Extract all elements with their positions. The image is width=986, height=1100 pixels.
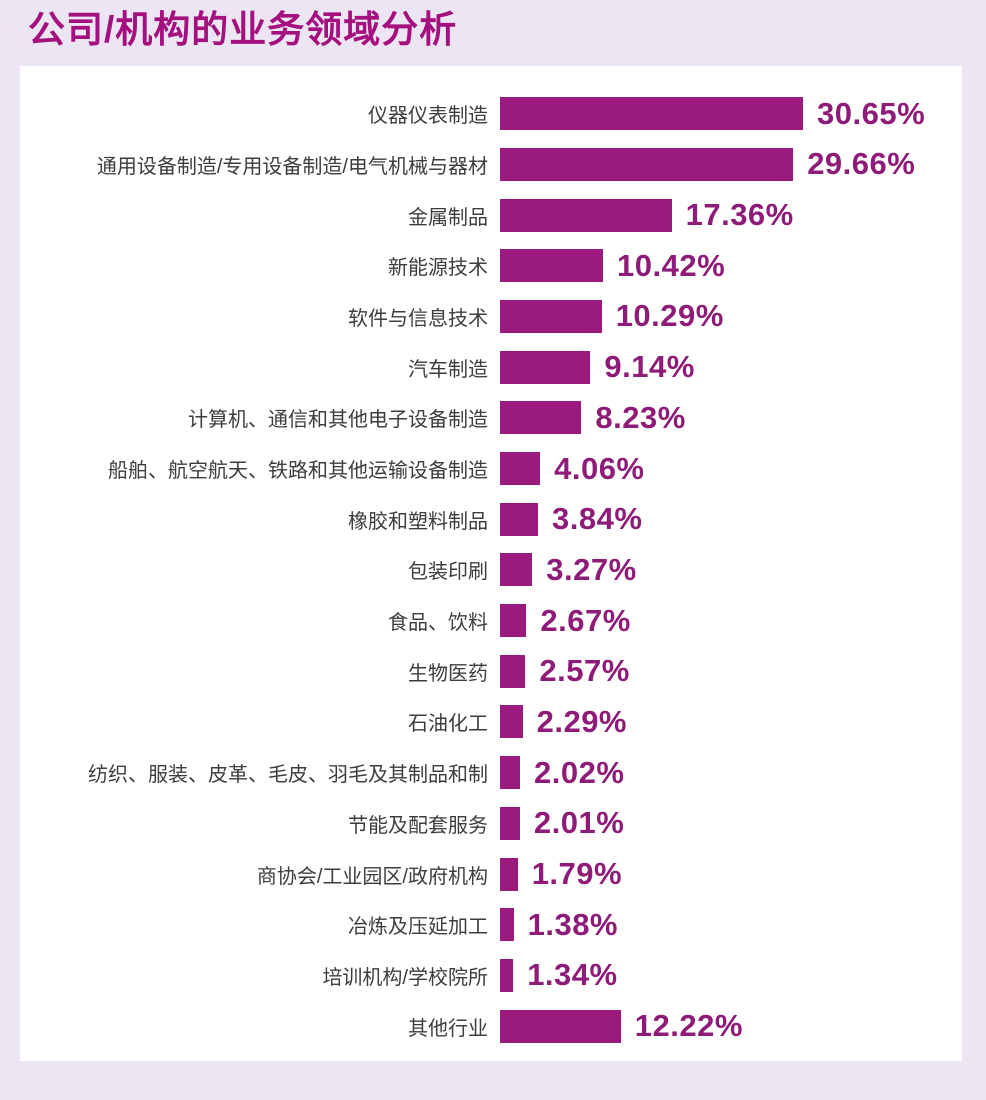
bar: [500, 604, 527, 638]
bar-value: 2.67%: [540, 602, 631, 638]
chart-row: 汽车制造 9.14%: [20, 342, 962, 393]
bar-chart-panel: 仪器仪表制造 30.65% 通用设备制造/专用设备制造/电气机械与器材 29.6…: [20, 66, 962, 1062]
bar-value: 2.02%: [534, 754, 625, 790]
bar-label: 培训机构/学校院所: [322, 966, 488, 989]
bar: [500, 299, 602, 333]
bar: [500, 958, 514, 992]
bar-value: 10.42%: [617, 247, 726, 283]
bar: [500, 502, 538, 536]
bar-label: 包装印刷: [408, 561, 488, 584]
bar: [500, 553, 533, 587]
bar: [500, 654, 526, 688]
chart-row: 橡胶和塑料制品 3.84%: [20, 494, 962, 545]
chart-row: 仪器仪表制造 30.65%: [20, 88, 962, 139]
bar: [500, 147, 794, 181]
bar-value: 3.84%: [552, 501, 643, 537]
chart-row: 其他行业 12.22%: [20, 1001, 962, 1052]
bar: [500, 401, 582, 435]
bar-value: 2.57%: [539, 653, 630, 689]
chart-row: 新能源技术 10.42%: [20, 240, 962, 291]
bar: [500, 857, 518, 891]
bar-label: 冶炼及压延加工: [348, 916, 488, 939]
chart-row: 石油化工 2.29%: [20, 697, 962, 748]
chart-row: 软件与信息技术 10.29%: [20, 291, 962, 342]
bar: [500, 1009, 621, 1043]
chart-row: 船舶、航空航天、铁路和其他运输设备制造 4.06%: [20, 443, 962, 494]
chart-row: 冶炼及压延加工 1.38%: [20, 899, 962, 950]
bar-value: 29.66%: [807, 146, 916, 182]
bar-value: 4.06%: [554, 450, 645, 486]
bar-value: 1.79%: [531, 856, 623, 892]
chart-row: 计算机、通信和其他电子设备制造 8.23%: [20, 393, 962, 444]
bar-label: 石油化工: [408, 713, 488, 736]
bar: [500, 249, 603, 283]
bar-value: 3.27%: [546, 551, 637, 587]
bar-value: 1.34%: [527, 957, 618, 993]
chart-row: 包装印刷 3.27%: [20, 545, 962, 596]
bar-label: 食品、饮料: [388, 612, 488, 635]
chart-row: 生物医药 2.57%: [20, 646, 962, 697]
bar: [500, 806, 520, 840]
bar-label: 节能及配套服务: [348, 814, 488, 837]
bar: [500, 756, 520, 790]
bar-value: 9.14%: [604, 349, 695, 385]
chart-row: 培训机构/学校院所 1.34%: [20, 950, 962, 1001]
bar-value: 12.22%: [634, 1008, 743, 1044]
bar-label: 商协会/工业园区/政府机构: [256, 865, 488, 888]
chart-row: 食品、饮料 2.67%: [20, 595, 962, 646]
bar-label: 船舶、航空航天、铁路和其他运输设备制造: [108, 460, 488, 483]
bar: [500, 452, 541, 486]
bar-label: 其他行业: [408, 1017, 488, 1040]
bar-chart-rows: 仪器仪表制造 30.65% 通用设备制造/专用设备制造/电气机械与器材 29.6…: [20, 88, 962, 1051]
bar-value: 30.65%: [817, 95, 926, 131]
bar-label: 汽车制造: [408, 358, 488, 381]
bar-label: 通用设备制造/专用设备制造/电气机械与器材: [96, 155, 488, 178]
chart-row: 纺织、服装、皮革、毛皮、羽毛及其制品和制 2.02%: [20, 747, 962, 798]
chart-row: 商协会/工业园区/政府机构 1.79%: [20, 849, 962, 900]
bar-label: 新能源技术: [388, 257, 488, 280]
chart-row: 通用设备制造/专用设备制造/电气机械与器材 29.66%: [20, 139, 962, 190]
page-title: 公司/机构的业务领域分析: [28, 9, 458, 50]
bar-value: 8.23%: [595, 399, 686, 435]
bar-label: 仪器仪表制造: [368, 105, 488, 128]
bar: [500, 908, 514, 942]
bar: [500, 198, 672, 232]
chart-row: 节能及配套服务 2.01%: [20, 798, 962, 849]
bar-value: 17.36%: [685, 197, 794, 233]
bar: [500, 705, 523, 739]
bar-value: 10.29%: [615, 298, 724, 334]
bar-label: 计算机、通信和其他电子设备制造: [188, 409, 488, 432]
bar-label: 金属制品: [408, 206, 488, 229]
bar-label: 纺织、服装、皮革、毛皮、羽毛及其制品和制: [88, 764, 488, 787]
bar-label: 橡胶和塑料制品: [348, 510, 488, 533]
bar: [500, 350, 591, 384]
bar-value: 1.38%: [527, 906, 618, 942]
bar-label: 软件与信息技术: [348, 307, 488, 330]
bar-value: 2.01%: [533, 805, 625, 841]
bar-label: 生物医药: [408, 662, 488, 685]
bar: [500, 97, 803, 131]
bar-value: 2.29%: [536, 703, 627, 739]
chart-row: 金属制品 17.36%: [20, 190, 962, 241]
